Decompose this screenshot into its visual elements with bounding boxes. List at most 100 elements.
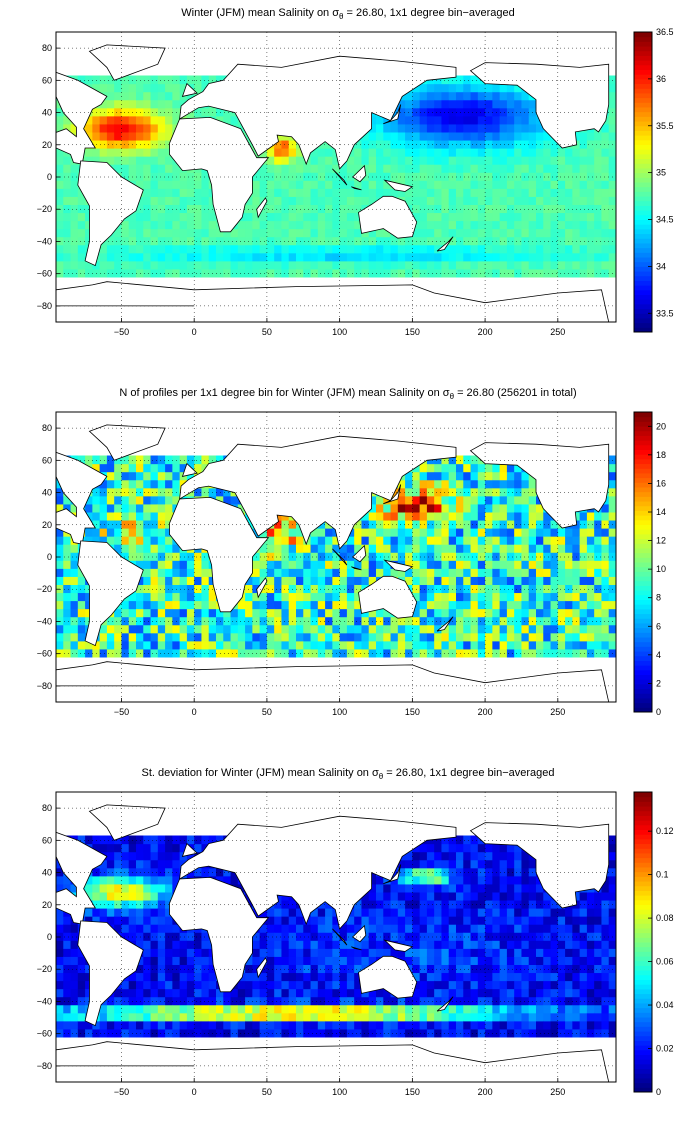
heatmap-cell [317,608,326,618]
heatmap-cell [361,528,370,537]
heatmap-cell [245,600,253,610]
heatmap-cell [361,568,370,577]
heatmap-cell [470,188,479,197]
heatmap-cell [456,624,464,634]
heatmap-cell [521,584,530,594]
heatmap-cell [92,503,101,513]
heatmap-cell [252,640,261,650]
heatmap-cell [56,1028,64,1038]
heatmap-cell [463,204,472,214]
heatmap-cell [92,648,101,658]
heatmap-cell [56,1012,64,1022]
heatmap-cell [128,511,137,521]
heatmap-cell [477,156,486,165]
heatmap-cell [499,172,508,181]
heatmap-cell [572,576,581,585]
heatmap-cell [426,83,435,93]
heatmap-cell [106,875,115,885]
heatmap-cell [150,495,159,505]
heatmap-cell [492,252,501,262]
heatmap-cell [143,1020,152,1030]
heatmap-cell [296,988,304,998]
heatmap-cell [70,252,79,262]
heatmap-cell [579,592,588,602]
heatmap-cell [492,487,501,497]
heatmap-cell [150,972,159,982]
heatmap-cell [303,552,312,561]
heatmap-cell [223,260,232,270]
heatmap-cell [114,228,123,238]
heatmap-cell [157,859,166,869]
heatmap-cell [165,1004,173,1014]
heatmap-cell [245,260,253,270]
heatmap-cell [208,236,217,246]
heatmap-cell [485,487,493,497]
heatmap-cell [201,980,210,990]
heatmap-cell [296,1028,304,1038]
heatmap-cell [266,268,275,278]
heatmap-cell [128,648,137,658]
heatmap-cell [85,131,93,141]
colorbar-tick-label: 12 [656,536,666,546]
heatmap-cell [477,220,486,230]
heatmap-cell [201,552,210,561]
heatmap-cell [288,940,297,949]
land-outline [256,577,268,599]
heatmap-cell [70,940,79,949]
heatmap-cell [594,236,603,246]
heatmap-cell [56,544,64,553]
heatmap-cell [354,228,363,238]
heatmap-cell [128,244,137,254]
heatmap-cell [390,156,399,165]
heatmap-cell [572,244,581,254]
heatmap-cell [252,648,261,658]
colorbar-swatch [634,303,652,310]
heatmap-cell [165,1020,173,1030]
heatmap-cell [194,220,203,230]
heatmap-cell [186,964,195,974]
heatmap-cell [208,600,217,610]
colorbar-swatch [634,102,652,108]
heatmap-cell [128,883,137,893]
heatmap-cell [463,188,472,197]
heatmap-cell [165,948,173,957]
heatmap-cell [565,188,573,197]
heatmap-cell [506,260,515,270]
heatmap-cell [339,204,348,214]
heatmap-cell [528,180,537,189]
heatmap-cell [114,139,123,149]
heatmap-cell [383,624,392,634]
heatmap-cell [172,560,181,569]
heatmap-cell [536,204,544,214]
heatmap-cell [376,252,384,262]
heatmap-cell [426,632,435,642]
heatmap-cell [565,268,573,278]
heatmap-cell [165,479,173,489]
heatmap-cell [485,632,493,642]
heatmap-cell [332,592,341,602]
heatmap-cell [332,632,341,642]
heatmap-cell [114,608,123,618]
heatmap-cell [572,584,581,594]
heatmap-cell [143,851,152,861]
heatmap-cell [296,204,304,214]
heatmap-cell [92,843,101,853]
heatmap-cell [92,899,101,909]
heatmap-cell [201,212,210,222]
heatmap-cell [266,552,275,561]
heatmap-cell [128,632,137,642]
heatmap-cell [128,600,137,610]
heatmap-cell [296,600,304,610]
heatmap-cell [245,244,253,254]
heatmap-cell [514,608,523,618]
heatmap-cell [579,172,588,181]
heatmap-cell [557,260,566,270]
chart-title: Winter (JFM) mean Salinity on σθ = 26.80… [181,7,515,22]
heatmap-cell [223,495,232,505]
heatmap-cell [172,196,181,205]
heatmap-cell [550,236,559,246]
heatmap-cell [150,204,159,214]
heatmap-cell [70,260,79,270]
heatmap-cell [426,228,435,238]
heatmap-cell [470,455,479,465]
